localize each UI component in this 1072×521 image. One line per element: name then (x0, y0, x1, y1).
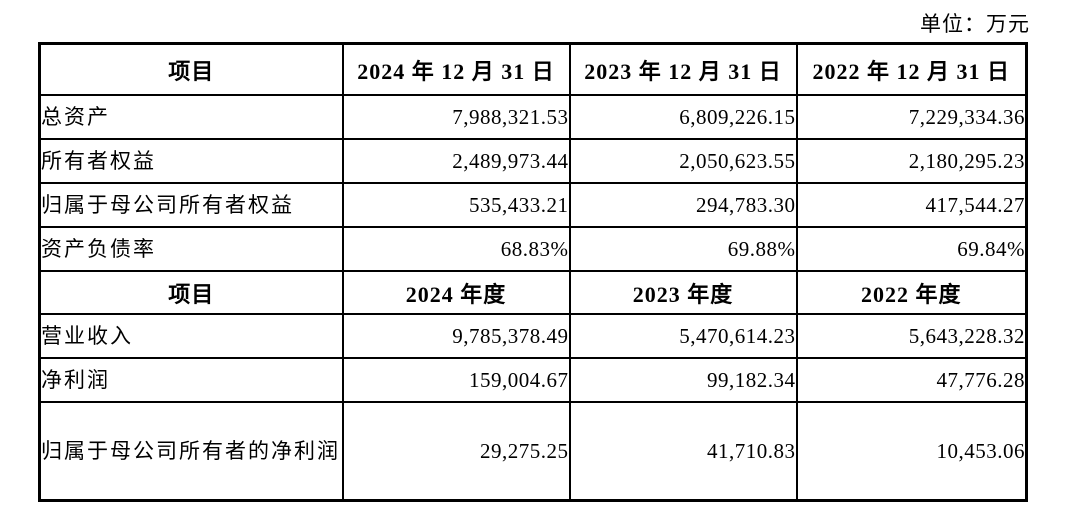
balance-sheet-header-row: 项目 2024 年 12 月 31 日 2023 年 12 月 31 日 202… (38, 42, 1028, 96)
header-year-2024: 2024 年度 (341, 270, 571, 315)
table-row-parent-equity: 归属于母公司所有者权益 535,433.21 294,783.30 417,54… (38, 182, 1028, 228)
table-row-owners-equity: 所有者权益 2,489,973.44 2,050,623.55 2,180,29… (38, 138, 1028, 184)
header-item: 项目 (38, 42, 344, 96)
table-row-parent-net-profit: 归属于母公司所有者的净利润 29,275.25 41,710.83 10,453… (38, 401, 1028, 502)
cell-value: 417,544.27 (795, 182, 1028, 228)
header-date-2023: 2023 年 12 月 31 日 (568, 42, 798, 96)
row-label: 营业收入 (38, 313, 344, 359)
header-date-2024: 2024 年 12 月 31 日 (341, 42, 571, 96)
cell-value: 7,229,334.36 (795, 94, 1028, 140)
financial-summary-table: 项目 2024 年 12 月 31 日 2023 年 12 月 31 日 202… (38, 42, 1028, 502)
cell-value: 5,643,228.32 (795, 313, 1028, 359)
header-year-2023: 2023 年度 (568, 270, 798, 315)
cell-value: 10,453.06 (795, 401, 1028, 502)
header-date-2022: 2022 年 12 月 31 日 (795, 42, 1028, 96)
cell-value: 29,275.25 (341, 401, 571, 502)
table-row-total-assets: 总资产 7,988,321.53 6,809,226.15 7,229,334.… (38, 94, 1028, 140)
table-row-net-profit: 净利润 159,004.67 99,182.34 47,776.28 (38, 357, 1028, 403)
table-row-debt-ratio: 资产负债率 68.83% 69.88% 69.84% (38, 226, 1028, 272)
cell-value: 41,710.83 (568, 401, 798, 502)
cell-value: 7,988,321.53 (341, 94, 571, 140)
row-label: 归属于母公司所有者的净利润 (38, 401, 344, 502)
header-year-2022: 2022 年度 (795, 270, 1028, 315)
cell-value: 2,180,295.23 (795, 138, 1028, 184)
cell-value: 535,433.21 (341, 182, 571, 228)
cell-value: 294,783.30 (568, 182, 798, 228)
cell-value: 2,489,973.44 (341, 138, 571, 184)
cell-value: 69.84% (795, 226, 1028, 272)
cell-value: 5,470,614.23 (568, 313, 798, 359)
income-statement-header-row: 项目 2024 年度 2023 年度 2022 年度 (38, 270, 1028, 315)
cell-value: 47,776.28 (795, 357, 1028, 403)
cell-value: 6,809,226.15 (568, 94, 798, 140)
cell-value: 2,050,623.55 (568, 138, 798, 184)
table-row-revenue: 营业收入 9,785,378.49 5,470,614.23 5,643,228… (38, 313, 1028, 359)
row-label: 所有者权益 (38, 138, 344, 184)
cell-value: 69.88% (568, 226, 798, 272)
header-item: 项目 (38, 270, 344, 315)
cell-value: 9,785,378.49 (341, 313, 571, 359)
row-label: 总资产 (38, 94, 344, 140)
unit-label: 单位：万元 (920, 12, 1030, 36)
cell-value: 159,004.67 (341, 357, 571, 403)
row-label: 资产负债率 (38, 226, 344, 272)
cell-value: 99,182.34 (568, 357, 798, 403)
row-label: 净利润 (38, 357, 344, 403)
row-label: 归属于母公司所有者权益 (38, 182, 344, 228)
cell-value: 68.83% (341, 226, 571, 272)
